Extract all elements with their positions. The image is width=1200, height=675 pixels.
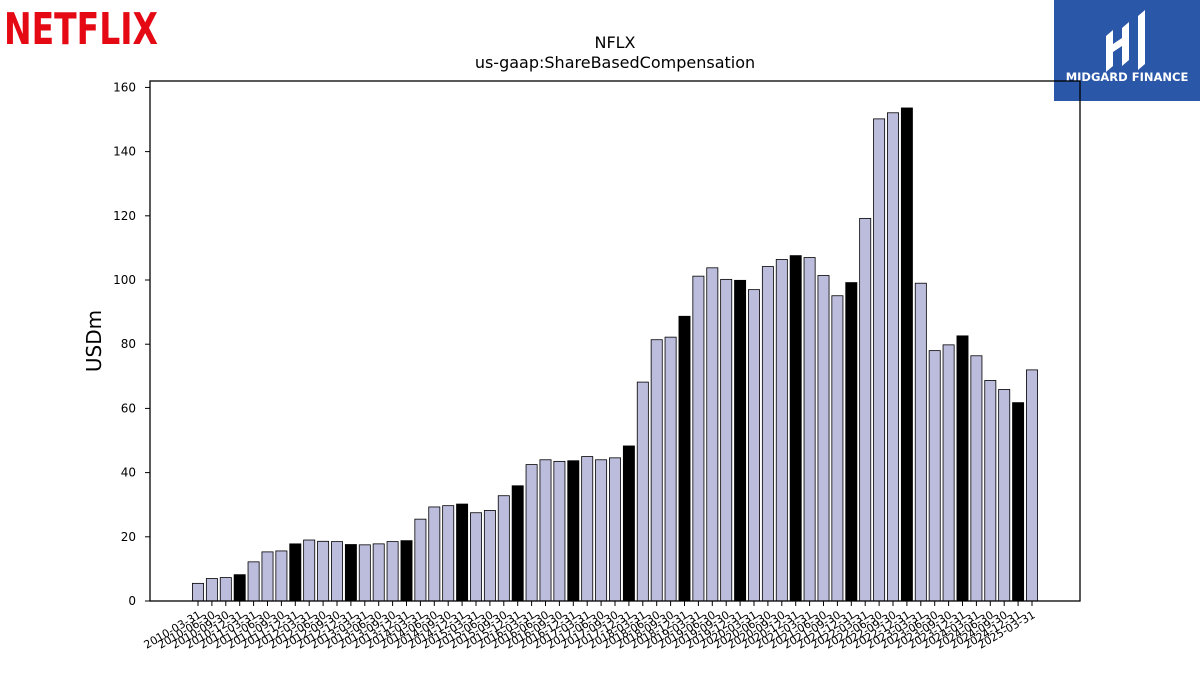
bar [581,456,594,602]
bar [233,574,246,602]
plot-frame [149,80,1081,602]
bar [998,389,1011,602]
y-tick-label: 60 [121,401,136,415]
bar [483,510,496,602]
bar [956,335,969,602]
bar [456,503,469,602]
y-axis-label: USDm [82,310,106,372]
chart-title: NFLX [594,33,635,52]
bar [386,541,399,602]
midgard-finance-text: MIDGARD FINANCE [1066,70,1189,84]
bar [1026,369,1038,602]
bar [331,541,343,602]
bar [192,582,204,602]
bar [303,539,316,602]
bar [984,380,997,602]
bar [289,543,302,602]
bar [873,118,886,602]
bar [970,355,983,602]
bar [539,459,552,602]
bar [1012,402,1025,602]
bar [817,275,830,602]
bar [470,512,482,602]
bar [887,112,899,602]
bar [734,279,747,602]
bar [748,289,760,602]
midgard-finance-logo: MIDGARD FINANCE [1054,0,1200,101]
bar [358,544,371,602]
netflix-logo: NETFLIX [4,4,160,55]
bar [914,282,927,602]
y-tick-label: 20 [121,530,136,544]
bar [789,255,802,602]
bar [706,267,719,602]
bar [942,344,955,602]
bar [831,295,844,602]
bar [845,282,858,602]
y-tick-label: 80 [121,337,136,351]
netflix-logo-text: NETFLIX [4,4,158,48]
bar [859,217,872,602]
bar [414,518,427,602]
bar [553,460,566,602]
bar [247,561,260,602]
bar [400,540,413,602]
midgard-emblem-icon [1106,10,1145,72]
y-tick-label: 40 [121,466,136,480]
bar [261,551,274,602]
bar [372,543,385,602]
y-axis-ticks: 0 20 40 60 80 100 120 140 160 [113,80,150,608]
bar [928,350,941,602]
bar [511,485,524,602]
bar [567,460,580,602]
y-tick-label: 120 [113,209,136,223]
bar [720,278,733,602]
bar-series [192,107,1038,602]
bar [650,339,663,602]
y-tick-label: 140 [113,145,136,159]
bar [664,336,677,602]
bar [525,464,538,602]
x-axis-ticks: 2010-03-312010-06-302010-09-302010-12-31… [142,601,1038,652]
bar [622,445,635,602]
y-tick-label: 100 [113,273,136,287]
bar [205,578,218,602]
bar [803,257,816,602]
bar [609,457,621,602]
y-tick-label: 0 [128,594,136,608]
bar [317,540,330,602]
bar [344,544,357,602]
y-tick-label: 160 [113,80,136,94]
bar [900,107,913,602]
bar [275,550,288,602]
bar [442,505,455,602]
bar [219,577,232,602]
bar [428,506,441,602]
chart-subtitle: us-gaap:ShareBasedCompensation [475,53,755,72]
bar [761,266,774,602]
bar [692,275,705,602]
bar [678,315,691,602]
bar [595,459,608,602]
bar [636,381,649,602]
bar [497,495,510,602]
bar [775,259,788,602]
